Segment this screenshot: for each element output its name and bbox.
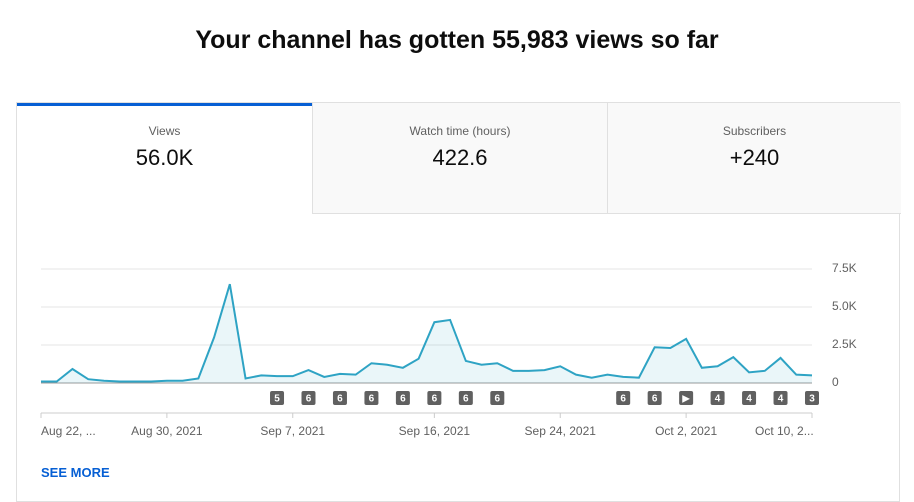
- video-marker-label: 6: [369, 394, 375, 405]
- video-marker-label: 3: [809, 394, 815, 405]
- x-tick-label: Oct 10, 2...: [755, 424, 814, 438]
- tab[interactable]: Views 56.0K: [17, 103, 312, 214]
- y-tick-label: 5.0K: [832, 299, 857, 313]
- video-marker: [301, 391, 316, 405]
- video-marker-label: ▶: [682, 394, 690, 405]
- y-tick-label: 7.5K: [832, 261, 857, 275]
- tab-label: Subscribers: [722, 124, 787, 138]
- video-marker: [679, 391, 694, 405]
- tab-label: Watch time (hours): [409, 124, 511, 138]
- tab-label: Views: [148, 124, 181, 138]
- video-marker: [647, 391, 662, 405]
- analytics-card: Views 56.0K Watch time (hours) 422.6 Subsc…: [16, 102, 901, 502]
- x-tick-label: Sep 16, 2021: [399, 424, 471, 438]
- tab[interactable]: Watch time (hours) 422.6: [312, 103, 607, 214]
- video-marker-label: 6: [337, 394, 343, 405]
- tab[interactable]: Subscribers +240: [607, 103, 901, 214]
- tab-value: 56.0K: [135, 145, 194, 170]
- video-marker: [270, 391, 285, 405]
- video-marker: [490, 391, 505, 405]
- video-marker: [773, 391, 788, 405]
- tab-value: 422.6: [432, 145, 488, 170]
- page: Your channel has gotten 55,983 views so …: [16, 26, 901, 502]
- x-tick-label: Oct 2, 2021: [655, 424, 717, 438]
- video-marker-label: 4: [746, 394, 752, 405]
- see-more-link[interactable]: SEE MORE: [41, 465, 110, 480]
- y-tick-label: 0: [832, 375, 839, 389]
- video-marker: [616, 391, 631, 405]
- x-tick-label: Aug 30, 2021: [131, 424, 203, 438]
- video-marker-label: 6: [495, 394, 501, 405]
- video-marker: [395, 391, 410, 405]
- video-marker-label: 6: [432, 394, 438, 405]
- x-tick-label: Aug 22, ...: [41, 424, 96, 438]
- video-marker-label: 6: [400, 394, 406, 405]
- line: [41, 283, 813, 383]
- video-marker-label: 5: [274, 394, 280, 405]
- video-marker: [710, 391, 725, 405]
- x-tick-label: Sep 24, 2021: [525, 424, 597, 438]
- video-marker: [364, 391, 379, 405]
- video-marker: [332, 391, 347, 405]
- video-marker-label: 6: [306, 394, 312, 405]
- tab-value: +240: [729, 145, 780, 170]
- video-marker: [805, 391, 819, 405]
- video-marker: [427, 391, 442, 405]
- video-marker-label: 4: [778, 394, 784, 405]
- video-marker-label: 6: [620, 394, 626, 405]
- video-marker-label: 6: [652, 394, 658, 405]
- page-title: Your channel has gotten 55,983 views so …: [195, 26, 719, 54]
- x-tick-label: Sep 7, 2021: [260, 424, 325, 438]
- chart: 0 2.5K 5.0K 7.5K Aug 22, ... Aug 30, 2021 Sep …: [40, 261, 857, 438]
- video-marker: [742, 391, 757, 405]
- video-marker-label: 4: [715, 394, 721, 405]
- video-marker: [458, 391, 473, 405]
- video-marker-label: 6: [463, 394, 469, 405]
- area: [41, 284, 812, 383]
- y-tick-label: 2.5K: [832, 337, 857, 351]
